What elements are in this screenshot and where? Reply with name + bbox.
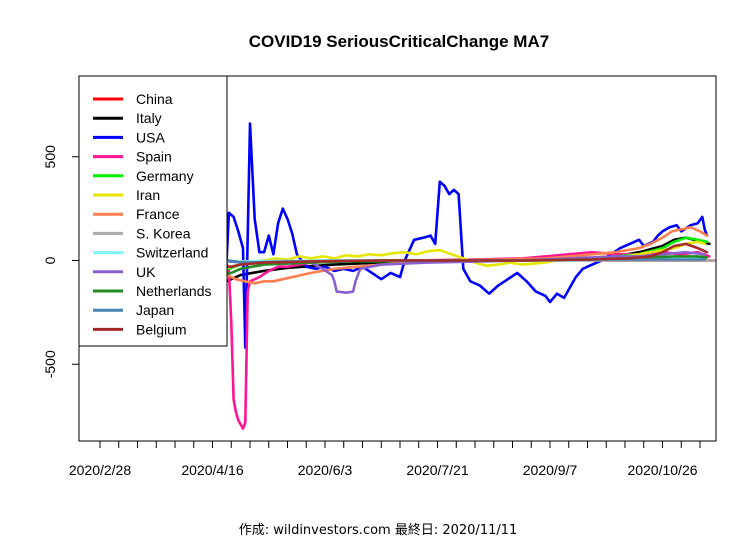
legend-label: Belgium (136, 321, 187, 337)
legend-label: UK (136, 264, 156, 280)
x-tick-label: 2020/6/3 (298, 462, 353, 478)
legend-label: Iran (136, 187, 160, 203)
legend-label: Spain (136, 149, 172, 165)
x-tick-label: 2020/7/21 (406, 462, 468, 478)
legend-label: Germany (136, 168, 194, 184)
series-line-spain (155, 170, 711, 430)
legend-label: S. Korea (136, 225, 191, 241)
chart-title: COVID19 SeriousCriticalChange MA7 (249, 32, 549, 51)
legend-label: China (136, 91, 173, 107)
x-tick-label: 2020/2/28 (69, 462, 131, 478)
legend-label: USA (136, 129, 165, 145)
y-tick-label: 0 (42, 256, 58, 264)
legend-label: France (136, 206, 180, 222)
source-caption: 作成: wildinvestors.com 最終日: 2020/11/11 (238, 523, 518, 538)
x-tick-label: 2020/4/16 (181, 462, 243, 478)
legend: China Italy USA Spain Germany Iran France S. Ko… (78, 75, 228, 347)
legend-label: Italy (136, 110, 162, 126)
legend-box (78, 75, 228, 347)
legend-label: Switzerland (136, 245, 208, 261)
x-tick-label: 2020/9/7 (523, 462, 578, 478)
x-tick-label: 2020/10/26 (627, 462, 697, 478)
series-line-usa (169, 95, 709, 349)
axes: 2020/2/28 2020/4/16 2020/6/3 2020/7/21 2020/… (42, 145, 701, 478)
y-tick-label: -500 (42, 350, 58, 378)
legend-label: Netherlands (136, 283, 212, 299)
legend-label: Japan (136, 302, 174, 318)
y-tick-label: 500 (42, 145, 58, 169)
